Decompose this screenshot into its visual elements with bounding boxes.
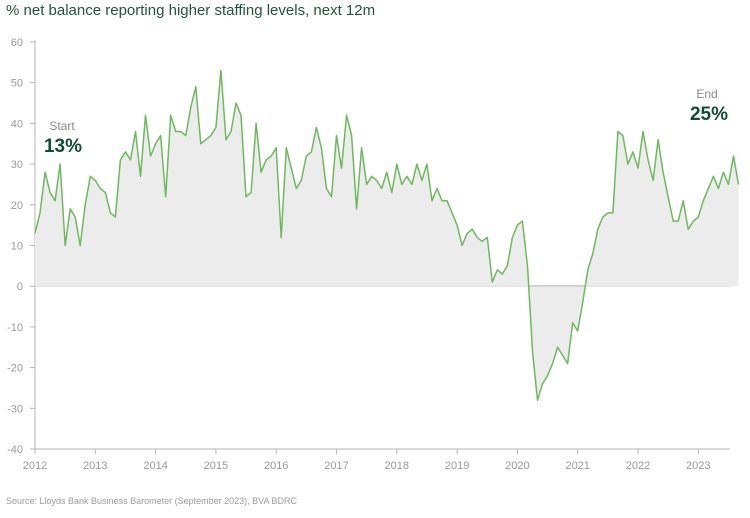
y-tick-label: 10 bbox=[11, 241, 23, 253]
x-tick-label: 2015 bbox=[204, 460, 228, 472]
y-tick-label: 20 bbox=[11, 200, 23, 212]
x-tick-label: 2023 bbox=[686, 460, 710, 472]
y-tick-label: 0 bbox=[17, 281, 23, 293]
x-tick-label: 2019 bbox=[445, 460, 469, 472]
x-tick-label: 2018 bbox=[385, 460, 409, 472]
y-tick-label: -30 bbox=[7, 403, 23, 415]
series-area-fill bbox=[35, 70, 739, 401]
start-value: 13% bbox=[44, 136, 82, 157]
end-label: End bbox=[696, 87, 717, 101]
x-tick-label: 2022 bbox=[626, 460, 650, 472]
x-tick-label: 2013 bbox=[83, 460, 107, 472]
series-line bbox=[34, 69, 740, 401]
start-label: Start bbox=[49, 119, 75, 133]
y-tick-label: 50 bbox=[11, 78, 23, 90]
y-tick-label: 60 bbox=[11, 37, 23, 49]
x-axis-ticks: 2012 2013 2014 2015 2016 2017 2018 2019 2020 2021… bbox=[23, 449, 711, 472]
end-value: 25% bbox=[690, 104, 728, 125]
y-tick-label: 40 bbox=[11, 118, 23, 130]
y-tick-label: 30 bbox=[11, 159, 23, 171]
x-tick-label: 2014 bbox=[143, 460, 167, 472]
y-axis-ticks: 60 50 40 30 20 10 0 -10 -20 -30 -40 bbox=[7, 37, 35, 456]
x-tick-label: 2021 bbox=[565, 460, 589, 472]
chart-title: % net balance reporting higher staffing … bbox=[6, 2, 376, 19]
x-tick-label: 2017 bbox=[324, 460, 348, 472]
y-tick-label: -10 bbox=[7, 322, 23, 334]
x-tick-label: 2012 bbox=[23, 460, 47, 472]
x-tick-label: 2016 bbox=[264, 460, 288, 472]
y-tick-label: -40 bbox=[7, 444, 23, 456]
x-tick-label: 2020 bbox=[505, 460, 529, 472]
y-tick-label: -20 bbox=[7, 363, 23, 375]
source-note: Source: Lloyds Bank Business Barometer (… bbox=[6, 496, 297, 506]
